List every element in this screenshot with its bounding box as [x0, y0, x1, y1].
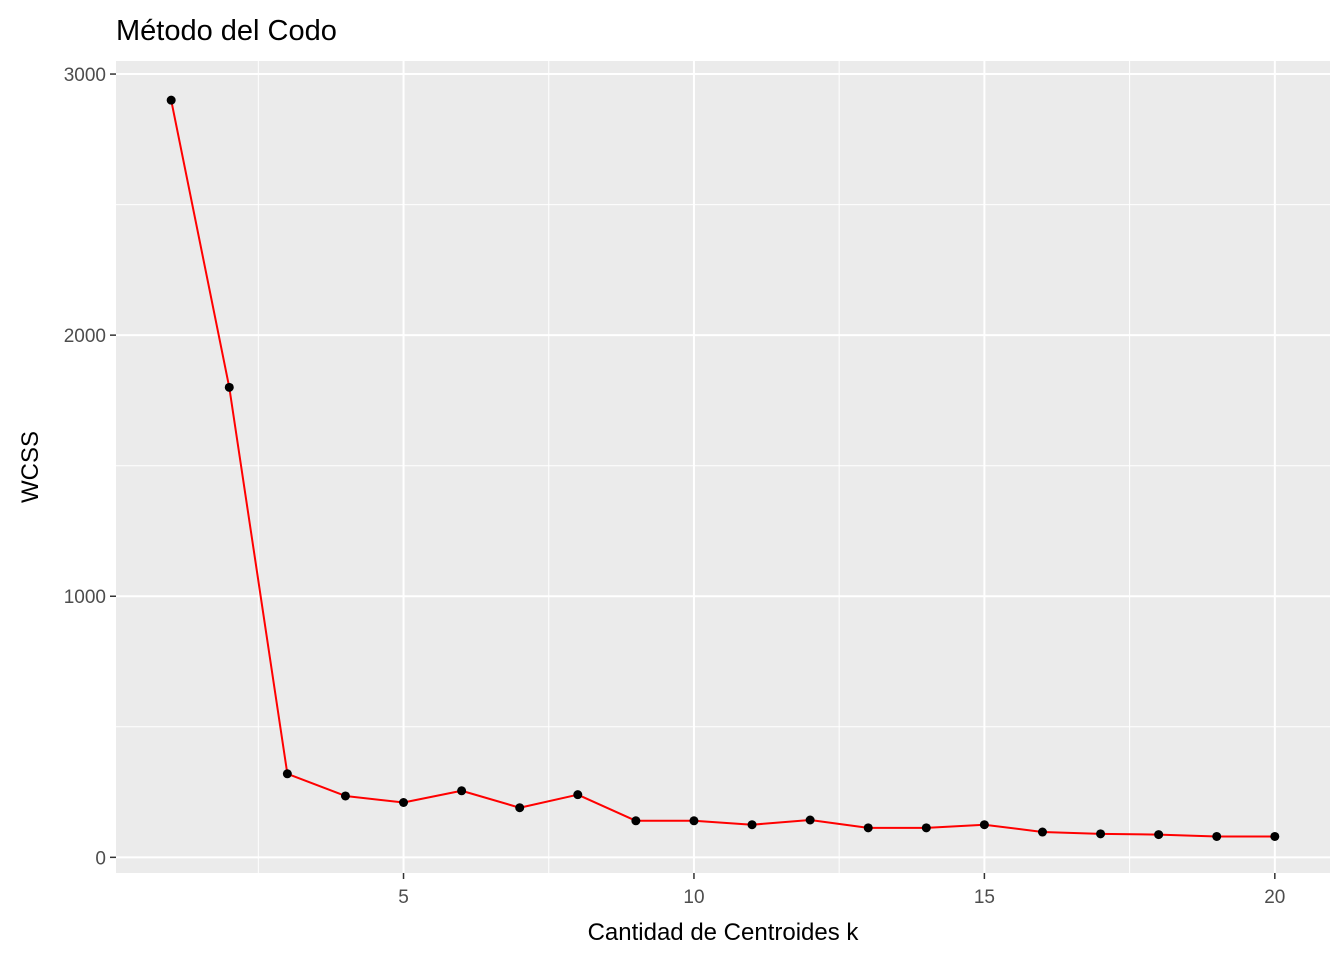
data-point [979, 820, 989, 830]
y-tick-label: 2000 [64, 326, 106, 347]
x-tick-label: 10 [683, 887, 704, 908]
data-point [340, 791, 350, 801]
series-points [166, 95, 1280, 841]
data-point [457, 786, 467, 796]
data-point [689, 816, 699, 826]
plot-panel [116, 61, 1330, 873]
series-lines [170, 99, 1275, 838]
data-point [1096, 829, 1106, 839]
chart-title: Método del Codo [116, 15, 337, 47]
data-point [573, 790, 583, 800]
data-point [1270, 831, 1280, 841]
data-point [282, 769, 292, 779]
y-tick-label: 3000 [64, 65, 106, 86]
data-point [805, 815, 815, 825]
data-point [1212, 831, 1222, 841]
y-axis: 0 1000 2000 3000 [64, 65, 116, 869]
major-gridlines [116, 61, 1330, 873]
data-point [631, 816, 641, 826]
data-point [399, 798, 409, 808]
data-point [1154, 830, 1164, 840]
x-tick-label: 20 [1264, 887, 1285, 908]
x-axis: 5 10 15 20 [398, 873, 1285, 908]
data-point [747, 820, 757, 830]
data-point [921, 823, 931, 833]
y-axis-title: WCSS [17, 431, 44, 503]
y-tick-label: 1000 [64, 587, 106, 608]
x-tick-label: 5 [398, 887, 409, 908]
x-axis-title: Cantidad de Centroides k [588, 919, 860, 946]
data-point [863, 823, 873, 833]
series-line [170, 99, 1275, 838]
data-point [166, 95, 176, 105]
data-point [1037, 827, 1047, 837]
y-tick-label: 0 [95, 848, 106, 869]
data-point [515, 803, 525, 813]
minor-gridlines [116, 61, 1330, 873]
data-point [224, 382, 234, 392]
x-tick-label: 15 [974, 887, 995, 908]
